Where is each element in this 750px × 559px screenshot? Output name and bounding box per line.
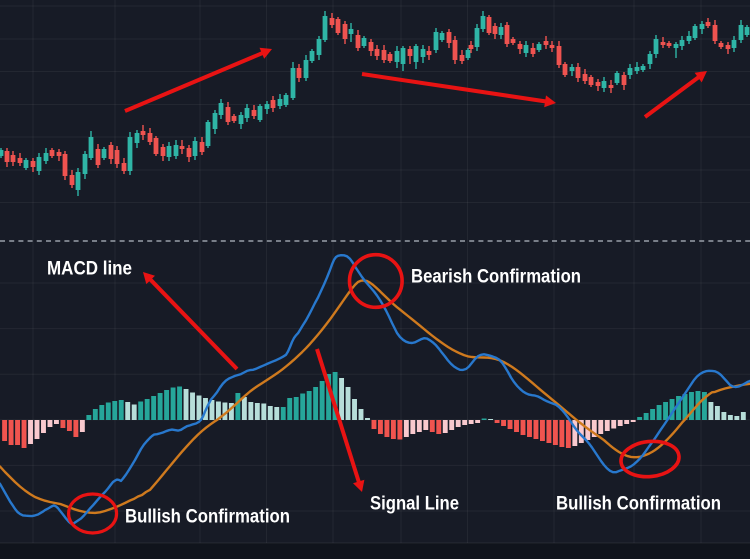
svg-text:Bullish Confirmation: Bullish Confirmation (125, 507, 290, 528)
svg-text:Signal Line: Signal Line (370, 494, 459, 515)
svg-text:MACD line: MACD line (47, 259, 132, 280)
svg-text:Bearish Confirmation: Bearish Confirmation (411, 267, 581, 288)
svg-text:Bullish Confirmation: Bullish Confirmation (556, 494, 721, 515)
